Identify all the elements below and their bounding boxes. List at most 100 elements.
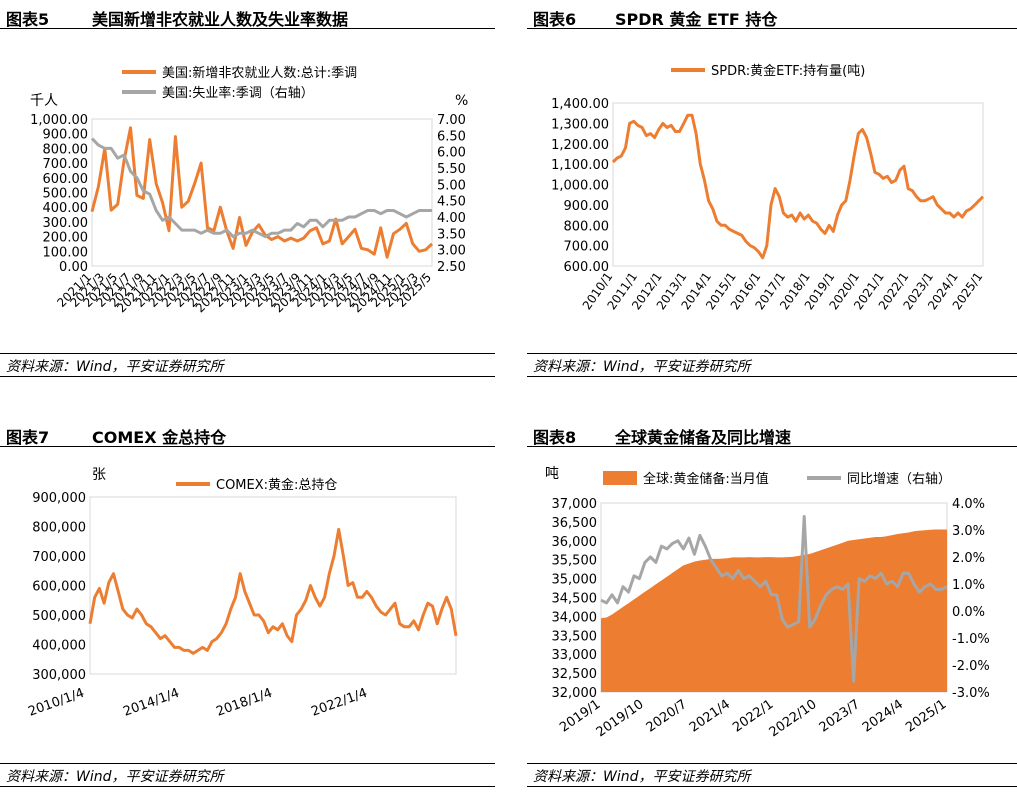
panel-header: 图表8 全球黄金储备及同比增速	[527, 418, 1017, 447]
y2-tick-label: -1.0%	[952, 632, 990, 647]
y-tick-label: 36,000	[552, 535, 598, 550]
source-text: 资料来源：Wind，平安证券研究所	[533, 359, 751, 375]
legend-label: SPDR:黄金ETF:持有量(吨)	[711, 63, 865, 79]
y-tick-label: 800.00	[564, 219, 610, 234]
legend-label: 美国:新增非农就业人数:总计:季调	[162, 65, 357, 81]
y-tick-label: 32,000	[552, 686, 598, 701]
y-tick-label: 400,000	[32, 639, 86, 654]
y2-tick-label: 6.50	[437, 129, 466, 144]
source-note: 资料来源：Wind，平安证券研究所	[0, 353, 495, 377]
y-tick-label: 34,500	[552, 592, 598, 607]
line-series-primary	[611, 113, 985, 260]
chart-svg: 600.00 700.00 800.00 900.00 1,000.00 1,100.00…	[551, 63, 985, 312]
y-tick-label: 300.00	[43, 216, 89, 231]
y-tick-label: 1,300.00	[551, 117, 609, 132]
line-series-secondary	[90, 137, 432, 239]
x-tick-label: 2021/4	[687, 697, 733, 736]
y2-tick-label: 3.00	[437, 244, 466, 259]
line-series-primary	[90, 126, 434, 259]
y-tick-label: 33,000	[552, 648, 598, 663]
y2-tick-label: 6.00	[437, 146, 466, 161]
y-tick-label: 700.00	[564, 240, 610, 255]
x-tick-label: 2022/10	[767, 697, 820, 740]
x-tick-label: 2010/1/4	[26, 686, 86, 720]
y-tick-label: 35,500	[552, 554, 598, 569]
y2-tick-label: 3.0%	[952, 524, 985, 539]
y-tick-label: 1,200.00	[551, 138, 609, 153]
y2-tick-label: 4.00	[437, 211, 466, 226]
y-tick-label: 33,500	[552, 629, 598, 644]
y-tick-label: 800,000	[32, 521, 86, 536]
legend-label: 全球:黄金储备:当月值	[643, 471, 769, 487]
x-tick-label: 2023/7	[817, 697, 863, 736]
y-tick-label: 600.00	[43, 172, 89, 187]
legend-label: 美国:失业率:季调（右轴）	[162, 85, 314, 101]
y-tick-label: 1,100.00	[551, 158, 609, 173]
line-series-secondary	[600, 515, 948, 683]
y-tick-label: 36,500	[552, 516, 598, 531]
y2-tick-label: 3.50	[437, 227, 466, 242]
y2-tick-label: 1.0%	[952, 578, 985, 593]
chart-panel-nonfarm: 图表5 美国新增非农就业人数及失业率数据 0.00 100.00 200.00 300…	[0, 0, 495, 380]
x-tick-label: 2025/1	[903, 697, 949, 736]
y-tick-label: 34,000	[552, 610, 598, 625]
y-tick-label: 500.00	[43, 187, 89, 202]
y2-axis-unit: %	[455, 93, 468, 109]
y-tick-label: 600,000	[32, 580, 86, 595]
y-tick-label: 900.00	[564, 199, 610, 214]
y-tick-label: 300,000	[32, 668, 86, 683]
y-tick-label: 0.00	[59, 260, 88, 275]
y2-tick-label: -3.0%	[952, 686, 990, 701]
legend-label: 同比增速（右轴）	[847, 472, 951, 487]
y-tick-label: 35,000	[552, 573, 598, 588]
y-tick-label: 900.00	[43, 128, 89, 143]
y-tick-label: 1,000.00	[551, 179, 609, 194]
y2-tick-label: 0.0%	[952, 605, 985, 620]
source-note: 资料来源：Wind，平安证券研究所	[0, 763, 495, 787]
chart-panel-reserves: 图表8 全球黄金储备及同比增速 32,000 32,500 33,000 33,500…	[527, 418, 1017, 792]
y2-tick-label: 7.00	[437, 113, 466, 128]
y-axis-unit: 张	[92, 467, 106, 483]
y-tick-label: 32,500	[552, 667, 598, 682]
y-tick-label: 1,000.00	[30, 113, 88, 128]
x-tick-label: 2020/7	[644, 697, 690, 736]
panel-header: 图表6 SPDR 黄金 ETF 持仓	[527, 0, 1017, 29]
line-series-primary	[88, 527, 458, 655]
x-tick-label: 2024/4	[860, 697, 906, 736]
figure-number: 图表8	[533, 428, 577, 447]
y-tick-label: 500,000	[32, 609, 86, 624]
area-series-reserves	[601, 529, 947, 692]
x-tick-label: 2014/1/4	[121, 686, 181, 720]
figure-number: 图表7	[6, 428, 50, 447]
chart-panel-comex: 图表7 COMEX 金总持仓 300,000 400,000 500,000 600,…	[0, 418, 495, 792]
source-text: 资料来源：Wind，平安证券研究所	[6, 359, 224, 375]
y-tick-label: 37,000	[552, 497, 598, 512]
source-text: 资料来源：Wind，平安证券研究所	[6, 769, 224, 785]
y-tick-label: 700,000	[32, 550, 86, 565]
figure-number: 图表5	[6, 10, 50, 29]
y-tick-label: 100.00	[43, 245, 89, 260]
x-tick-label: 2019/10	[594, 697, 647, 740]
plot-area	[612, 102, 984, 267]
y-tick-label: 900,000	[32, 491, 86, 506]
plot-area	[91, 118, 433, 267]
y2-tick-label: 5.00	[437, 178, 466, 193]
y2-tick-label: 4.0%	[952, 497, 985, 512]
source-note: 资料来源：Wind，平安证券研究所	[527, 763, 1017, 787]
figure-title: SPDR 黄金 ETF 持仓	[615, 10, 778, 29]
y-tick-label: 700.00	[43, 157, 89, 172]
x-tick-label: 2018/1/4	[214, 686, 274, 720]
y-tick-label: 400.00	[43, 201, 89, 216]
figure-title: 全球黄金储备及同比增速	[615, 428, 792, 447]
y-tick-label: 1,400.00	[551, 97, 609, 112]
y-tick-label: 800.00	[43, 142, 89, 157]
legend-swatch	[603, 471, 637, 485]
y2-tick-label: -2.0%	[952, 659, 990, 674]
y2-tick-label: 5.50	[437, 162, 466, 177]
chart-svg: 0.00100.00200.00300.00400.00500.00600.00…	[30, 65, 468, 315]
panel-header: 图表7 COMEX 金总持仓	[0, 418, 495, 447]
figure-title: 美国新增非农就业人数及失业率数据	[92, 10, 349, 29]
panel-header: 图表5 美国新增非农就业人数及失业率数据	[0, 0, 495, 29]
legend-label: COMEX:黄金:总持仓	[216, 477, 337, 493]
y-axis-unit: 吨	[545, 466, 559, 482]
